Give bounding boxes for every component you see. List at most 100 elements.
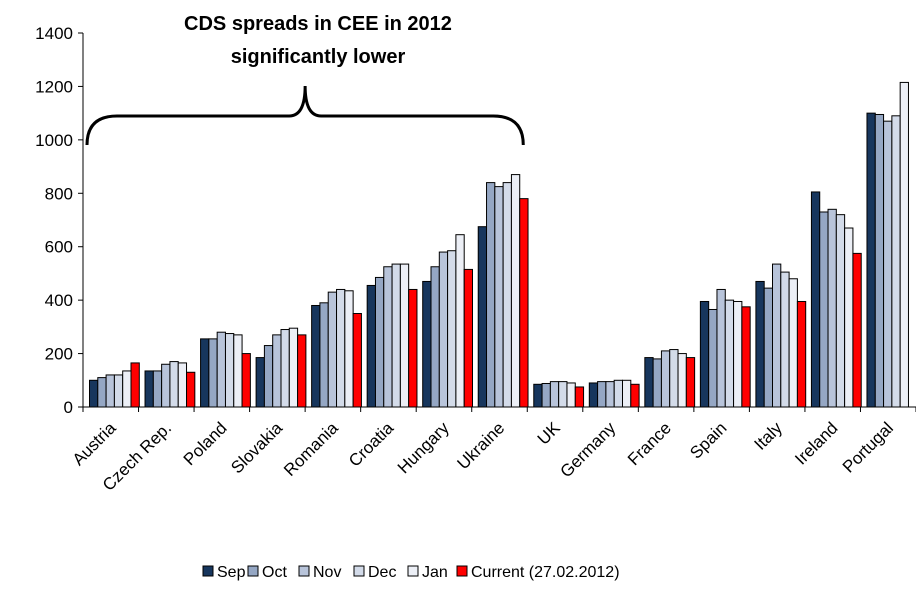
bar	[477, 226, 488, 408]
x-tick-label: Poland	[180, 418, 231, 469]
bar-group	[699, 288, 751, 408]
x-tick-label: Spain	[686, 418, 730, 462]
bar	[208, 338, 218, 408]
annotation-line-2: significantly lower	[231, 46, 406, 68]
legend-item: Sep	[202, 564, 246, 581]
y-tick-label: 800	[45, 184, 73, 203]
bar	[699, 300, 710, 408]
x-tick-label: Hungary	[394, 418, 453, 477]
x-tick-label: Portugal	[839, 418, 897, 476]
bar	[122, 370, 132, 408]
bar	[486, 182, 496, 408]
legend-label: Jan	[422, 564, 448, 581]
bar	[588, 382, 599, 408]
bar	[319, 302, 329, 408]
x-tick-label: Romania	[280, 418, 342, 480]
bar	[233, 334, 243, 408]
bar	[105, 374, 115, 408]
bar	[844, 227, 854, 408]
bar	[891, 115, 901, 408]
x-tick-label: UK	[534, 418, 565, 449]
bar-group	[477, 174, 529, 408]
bar	[549, 381, 560, 408]
bar	[430, 266, 440, 408]
annotation-brace	[85, 85, 525, 146]
bar	[883, 120, 893, 408]
bar	[130, 362, 140, 408]
bar	[613, 379, 624, 408]
x-tick-label: Germany	[557, 418, 620, 481]
bar	[660, 350, 671, 408]
bar	[780, 271, 790, 408]
legend-item: Dec	[353, 564, 396, 581]
legend-label: Current (27.02.2012)	[471, 564, 620, 581]
bar	[574, 386, 585, 408]
y-tick-label: 600	[45, 238, 73, 257]
bar	[494, 186, 504, 408]
bar	[422, 280, 432, 408]
bar	[755, 280, 765, 408]
bar-group	[644, 349, 696, 408]
legend-item: Current (27.02.2012)	[456, 564, 620, 581]
bar	[796, 300, 807, 408]
bar-group	[755, 263, 807, 408]
bar	[597, 381, 607, 408]
bar	[352, 313, 362, 408]
bar	[280, 329, 290, 408]
bar	[866, 112, 876, 408]
legend-label: Sep	[217, 564, 246, 581]
legend-item: Oct	[247, 564, 287, 581]
bar	[113, 374, 124, 408]
bar-group	[588, 379, 640, 408]
bar	[311, 304, 321, 408]
bar-group	[89, 362, 140, 408]
bar-group	[200, 331, 251, 408]
x-tick-label: Croatia	[345, 418, 398, 471]
y-tick-label: 0	[64, 398, 73, 417]
bar	[741, 306, 751, 408]
bar-group	[533, 381, 585, 408]
bar	[366, 284, 376, 408]
bar	[144, 370, 154, 408]
legend-item: Nov	[298, 564, 341, 581]
x-tick-label: Ukraine	[453, 418, 508, 473]
bar	[224, 333, 235, 408]
bar	[519, 198, 529, 408]
y-tick-label: 1400	[35, 24, 73, 43]
bar	[827, 208, 837, 408]
bar	[263, 345, 274, 408]
bar	[391, 263, 401, 408]
bar	[874, 113, 885, 408]
plot-area	[89, 81, 909, 408]
bar	[652, 358, 662, 408]
bar	[510, 174, 521, 408]
bar	[272, 334, 282, 408]
legend-swatch	[202, 565, 214, 577]
bar	[216, 331, 226, 408]
bar	[255, 357, 265, 408]
bar	[724, 299, 735, 408]
bar	[772, 263, 782, 408]
bar	[685, 357, 696, 408]
y-tick-label: 200	[45, 345, 73, 364]
bar-group	[311, 288, 362, 408]
bar	[810, 191, 821, 408]
bar	[899, 81, 909, 408]
bar	[152, 370, 163, 408]
bar-group	[810, 191, 862, 408]
legend-label: Oct	[262, 564, 287, 581]
bar	[558, 381, 568, 408]
bar	[344, 290, 354, 408]
bar	[89, 379, 99, 408]
legend-swatch	[298, 565, 310, 577]
bar	[383, 266, 393, 408]
legend-item: Jan	[407, 564, 448, 581]
bar	[852, 252, 862, 408]
bar	[200, 338, 210, 408]
bar	[374, 276, 385, 408]
bar	[677, 353, 687, 408]
legend-swatch	[407, 565, 419, 577]
bar	[169, 361, 179, 408]
